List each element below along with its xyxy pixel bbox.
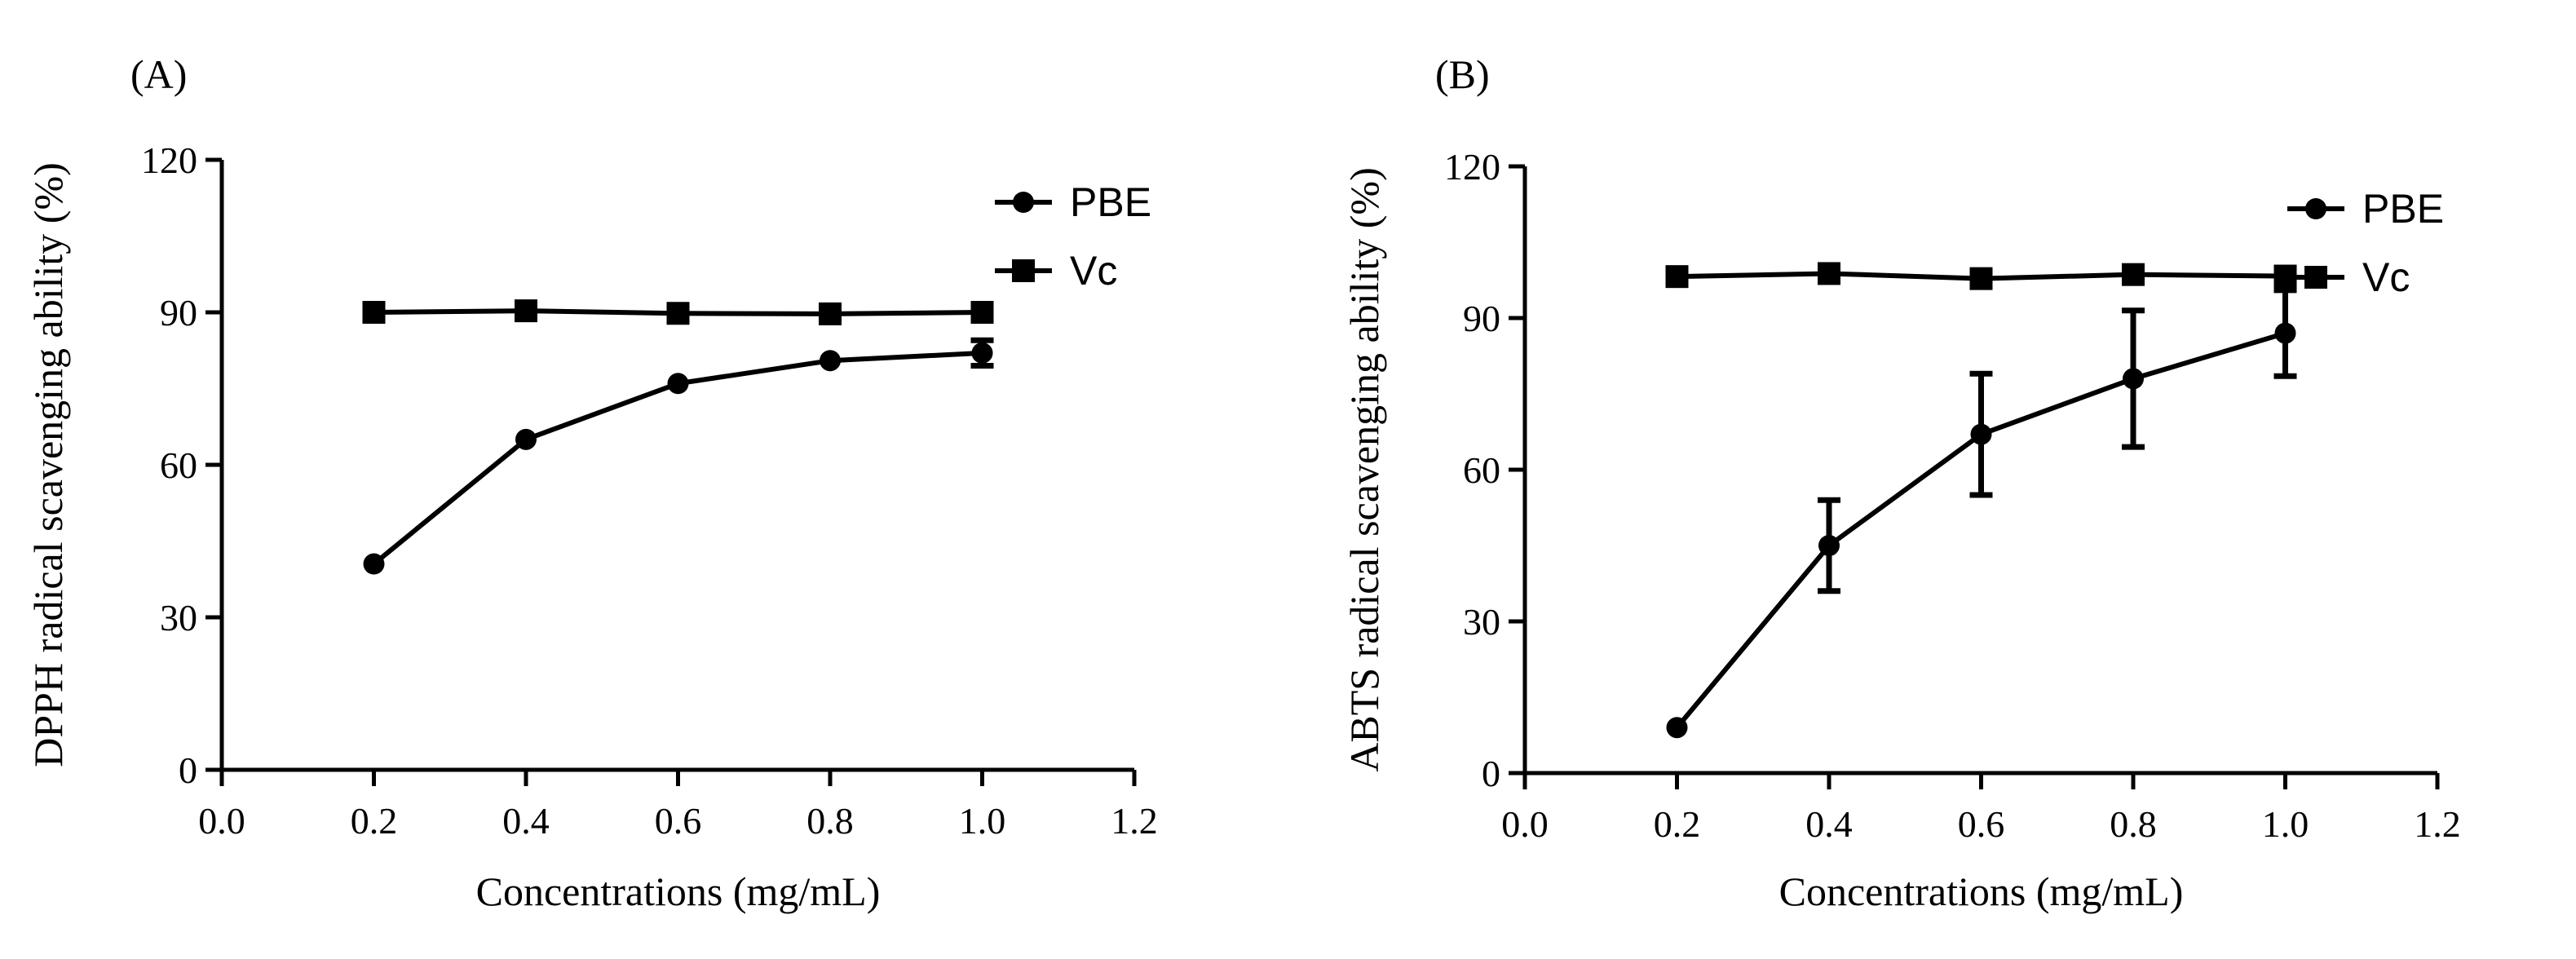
legend-label: PBE	[2362, 186, 2444, 232]
y-tick-label: 90	[160, 292, 197, 334]
y-tick-label: 30	[1463, 601, 1500, 643]
y-tick-label: 60	[160, 444, 197, 486]
data-point-square	[1665, 265, 1689, 289]
legend-marker-square	[2304, 266, 2327, 289]
data-point-circle	[1666, 717, 1688, 739]
x-tick-label: 1.0	[959, 800, 1006, 842]
panel-label: (B)	[1435, 51, 1490, 97]
data-point-circle	[820, 350, 841, 372]
data-point-circle	[2123, 368, 2144, 390]
x-tick-label: 0.0	[1501, 803, 1549, 845]
data-point-circle	[2274, 322, 2296, 344]
data-point-square	[970, 301, 994, 324]
x-tick-label: 1.2	[1111, 800, 1158, 842]
data-point-square	[2122, 263, 2145, 286]
y-tick-label: 0	[1482, 753, 1500, 794]
legend-entry-vc: Vc	[995, 248, 1117, 294]
legend-label: Vc	[2362, 254, 2410, 300]
chart-panel-b: (B) 0 30 60 90 120 0.0 0.2 0.4 0.6 0.8 1.0 1.2 Concen…	[1341, 51, 2461, 914]
data-point-square	[1818, 262, 1840, 285]
data-point-square	[362, 301, 386, 324]
y-tick-label: 60	[1463, 449, 1500, 491]
x-axis-title: Concentrations (mg/mL)	[1779, 868, 2184, 914]
series-vc	[1665, 262, 2297, 290]
y-tick-label: 30	[160, 597, 197, 639]
data-point-circle	[971, 342, 993, 364]
x-tick-label: 0.6	[1958, 803, 2005, 845]
data-point-circle	[363, 553, 385, 575]
data-point-circle	[1970, 423, 1992, 445]
legend-entry-pbe: PBE	[2287, 186, 2444, 232]
data-point-square	[666, 302, 690, 325]
legend-marker-square	[1012, 259, 1035, 282]
legend-label: PBE	[1070, 179, 1151, 225]
panel-label: (A)	[130, 51, 187, 97]
x-tick-label: 0.6	[655, 800, 702, 842]
chart-panel-a: (A) 0 30 60 90 120 0.0 0.2 0.4 0.6 0.8 1.0 1.2 Concen…	[25, 51, 1158, 914]
x-tick-label: 0.4	[1805, 803, 1853, 845]
data-point-square	[1969, 267, 1993, 290]
y-tick-label: 0	[179, 749, 197, 791]
x-tick-label: 0.2	[1654, 803, 1701, 845]
y-tick-label: 120	[141, 139, 197, 181]
x-axis-title: Concentrations (mg/mL)	[476, 868, 881, 914]
legend-marker-circle	[2305, 198, 2326, 219]
y-tick-label: 120	[1444, 146, 1500, 188]
y-tick-label: 90	[1463, 298, 1500, 339]
x-tick-label: 0.2	[351, 800, 398, 842]
series-pbe	[1666, 287, 2297, 739]
y-axis-title: ABTS radical scavenging ability (%)	[1341, 167, 1387, 771]
legend-entry-pbe: PBE	[995, 179, 1151, 225]
series-vc	[362, 299, 994, 325]
y-axis-title: DPPH radical scavenging ability (%)	[25, 162, 71, 767]
data-point-square	[819, 302, 842, 325]
series-pbe	[363, 337, 994, 575]
x-tick-label: 0.8	[2110, 803, 2157, 845]
legend-marker-circle	[1013, 192, 1034, 213]
x-tick-label: 1.0	[2262, 803, 2309, 845]
data-point-circle	[1818, 535, 1840, 556]
x-tick-label: 1.2	[2414, 803, 2461, 845]
x-tick-label: 0.4	[502, 800, 550, 842]
legend-label: Vc	[1070, 248, 1117, 294]
legend-entry-vc: Vc	[2287, 254, 2410, 300]
data-point-square	[515, 299, 537, 323]
data-point-circle	[515, 428, 537, 450]
x-tick-label: 0.0	[198, 800, 245, 842]
data-point-circle	[667, 373, 689, 395]
x-tick-label: 0.8	[806, 800, 854, 842]
